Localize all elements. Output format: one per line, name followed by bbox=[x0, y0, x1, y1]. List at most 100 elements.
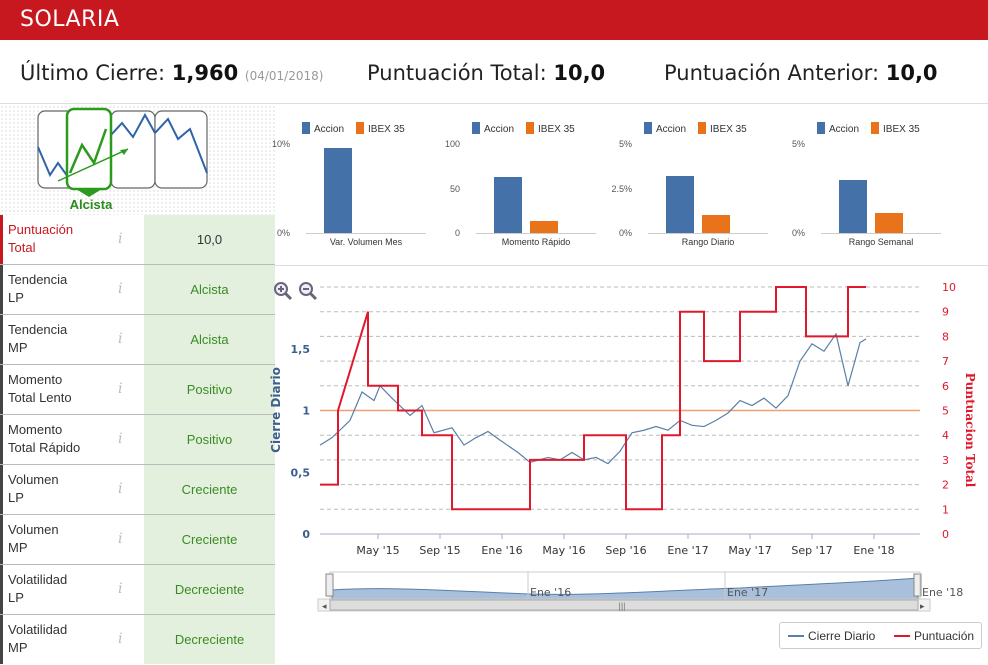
x-tick-label: Sep '15 bbox=[419, 544, 460, 557]
info-icon[interactable]: i bbox=[118, 481, 123, 497]
indicator-label: Momento Total Rápido bbox=[0, 415, 144, 464]
trend-box-bullish-selected[interactable] bbox=[65, 107, 113, 191]
info-icon[interactable]: i bbox=[118, 231, 123, 247]
y-left-tick: 1 bbox=[302, 405, 310, 418]
baseline bbox=[648, 233, 768, 234]
chart-legend: Cierre Diario Puntuación bbox=[779, 622, 982, 649]
y-right-tick: 1 bbox=[942, 503, 949, 516]
indicator-row-volumen-mp: Volumen MP i Creciente bbox=[0, 515, 275, 565]
y-right-tick: 8 bbox=[942, 330, 949, 343]
x-tick-label: Ene '16 bbox=[481, 544, 522, 557]
bar-accion bbox=[324, 148, 352, 233]
x-tick-label: May '16 bbox=[542, 544, 585, 557]
indicator-value: Positivo bbox=[144, 415, 275, 464]
indicator-row-tendencia-mp: Tendencia MP i Alcista bbox=[0, 315, 275, 365]
y-tick-label: 50 bbox=[449, 183, 460, 194]
mini-chart-momento-rapido: Accion IBEX 35 100 50 0 Momento Rápido bbox=[445, 105, 610, 265]
indicator-row-volatilidad-lp: Volatilidad LP i Decreciente bbox=[0, 565, 275, 615]
bar-ibex bbox=[530, 220, 558, 233]
category-label: Momento Rápido bbox=[501, 237, 571, 247]
indicator-value: Creciente bbox=[144, 465, 275, 514]
navigator-handle-left bbox=[325, 573, 334, 597]
navigator-tick-label: Ene '16 bbox=[530, 586, 571, 599]
indicator-label: Volumen LP bbox=[0, 465, 144, 514]
indicator-row-momento-lento: Momento Total Lento i Positivo bbox=[0, 365, 275, 415]
mini-chart-rango-semanal: Accion IBEX 35 5% 0% Rango Semanal bbox=[792, 105, 955, 265]
x-tick-label: May '17 bbox=[728, 544, 771, 557]
bar-accion bbox=[494, 176, 522, 233]
y-tick-label: 5% bbox=[618, 139, 632, 149]
category-label: Var. Volumen Mes bbox=[329, 237, 403, 247]
bar-ibex bbox=[702, 215, 730, 233]
indicator-row-volatilidad-mp: Volatilidad MP i Decreciente bbox=[0, 615, 275, 665]
last-close-label: Último Cierre: bbox=[20, 61, 166, 85]
x-tick-label: May '15 bbox=[356, 544, 399, 557]
x-tick-label: Sep '17 bbox=[791, 544, 832, 557]
section-divider bbox=[275, 265, 988, 266]
series-cierre-diario bbox=[319, 332, 867, 465]
category-label: Rango Semanal bbox=[848, 237, 914, 247]
indicator-label: Volatilidad MP bbox=[0, 615, 144, 664]
x-tick-label: Sep '16 bbox=[605, 544, 646, 557]
y-right-tick: 9 bbox=[942, 306, 949, 319]
last-close-date: (04/01/2018) bbox=[244, 69, 324, 83]
indicator-value: Decreciente bbox=[144, 565, 275, 614]
indicator-label: Volatilidad LP bbox=[0, 565, 144, 614]
legend-accion: Accion bbox=[302, 122, 344, 135]
navigator-tick-label: Ene '18 bbox=[922, 586, 963, 599]
y-right-title: Puntuacion Total bbox=[963, 373, 977, 488]
zoom-in-icon[interactable] bbox=[273, 281, 293, 301]
indicator-row-tendencia-lp: Tendencia LP i Alcista bbox=[0, 265, 275, 315]
indicator-label: Momento Total Lento bbox=[0, 365, 144, 414]
y-tick-label: 0% bbox=[276, 228, 290, 238]
info-icon[interactable]: i bbox=[118, 331, 123, 347]
info-icon[interactable]: i bbox=[118, 581, 123, 597]
y-right-tick: 10 bbox=[942, 281, 956, 294]
y-right-tick: 7 bbox=[942, 355, 949, 368]
scrollbar-thumb bbox=[329, 599, 919, 611]
zoom-out-icon[interactable] bbox=[298, 281, 318, 301]
info-icon[interactable]: i bbox=[118, 281, 123, 297]
y-left-tick: 0 bbox=[302, 528, 310, 541]
total-score: Puntuación Total: 10,0 bbox=[367, 61, 605, 85]
scrollbar-grip-icon: ||| bbox=[618, 601, 625, 611]
info-icon[interactable]: i bbox=[118, 431, 123, 447]
legend-puntuacion-swatch bbox=[894, 635, 910, 637]
last-close: Último Cierre: 1,960 (04/01/2018) bbox=[20, 61, 323, 85]
mini-chart-var-volumen: Accion IBEX 35 10% 0% Var. Volumen Mes bbox=[272, 105, 440, 265]
indicator-value: 10,0 bbox=[144, 215, 275, 264]
legend-puntuacion[interactable]: Puntuación bbox=[914, 629, 975, 643]
legend-ibex: IBEX 35 bbox=[356, 122, 405, 135]
stock-title: SOLARIA bbox=[20, 7, 120, 32]
legend-cierre-swatch bbox=[788, 635, 804, 637]
info-icon[interactable]: i bbox=[118, 631, 123, 647]
indicator-label: Tendencia LP bbox=[0, 265, 144, 314]
bar-accion bbox=[839, 180, 867, 233]
legend-cierre[interactable]: Cierre Diario bbox=[808, 629, 876, 643]
navigator-handle-right bbox=[913, 573, 922, 597]
trend-box-bearish-2[interactable] bbox=[154, 110, 208, 189]
x-tick-label: Ene '17 bbox=[667, 544, 708, 557]
trend-label: Alcista bbox=[69, 197, 113, 212]
info-icon[interactable]: i bbox=[118, 531, 123, 547]
app-header: SOLARIA bbox=[0, 0, 988, 40]
total-score-value: 10,0 bbox=[553, 61, 606, 85]
indicator-row-volumen-lp: Volumen LP i Creciente bbox=[0, 465, 275, 515]
y-tick-label: 0 bbox=[454, 228, 460, 238]
indicator-row-puntuacion-total: Puntuación Total i 10,0 bbox=[0, 215, 275, 265]
y-left-title: Cierre Diario bbox=[270, 367, 283, 453]
indicator-value: Positivo bbox=[144, 365, 275, 414]
legend-accion: Accion bbox=[644, 122, 686, 135]
trend-widget bbox=[0, 105, 275, 215]
previous-score-label: Puntuación Anterior: bbox=[664, 61, 880, 85]
navigator-tick-label: Ene '17 bbox=[727, 586, 768, 599]
baseline bbox=[821, 233, 941, 234]
bar-accion bbox=[666, 176, 694, 233]
legend-ibex: IBEX 35 bbox=[526, 122, 575, 135]
info-icon[interactable]: i bbox=[118, 381, 123, 397]
summary-bar: Último Cierre: 1,960 (04/01/2018) Puntua… bbox=[0, 40, 988, 104]
previous-score: Puntuación Anterior: 10,0 bbox=[664, 61, 938, 85]
last-close-value: 1,960 bbox=[171, 61, 239, 85]
indicator-label: Tendencia MP bbox=[0, 315, 144, 364]
